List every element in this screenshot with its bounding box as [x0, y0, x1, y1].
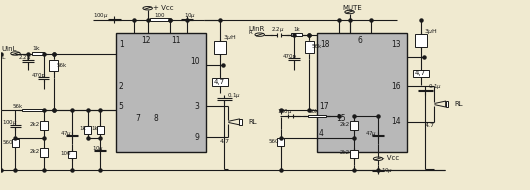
- Text: 47$\mu$: 47$\mu$: [60, 129, 72, 138]
- Text: 100: 100: [154, 13, 164, 18]
- Bar: [212, 78, 228, 86]
- Text: 47$\mu$: 47$\mu$: [366, 129, 378, 138]
- Bar: [40, 121, 48, 130]
- Text: 1: 1: [119, 40, 124, 49]
- Text: 0.1$\mu$: 0.1$\mu$: [227, 90, 241, 100]
- Text: 4,7: 4,7: [214, 79, 225, 85]
- Text: 15: 15: [337, 114, 346, 123]
- Text: 10$\mu$: 10$\mu$: [92, 144, 104, 153]
- Text: 1k: 1k: [92, 126, 99, 131]
- Text: 2.2$\mu$: 2.2$\mu$: [271, 25, 285, 34]
- Text: 2k2: 2k2: [340, 150, 350, 155]
- Text: 2k2: 2k2: [30, 149, 40, 154]
- Text: 6: 6: [357, 36, 362, 45]
- Text: RL: RL: [248, 119, 257, 125]
- Bar: [305, 41, 314, 53]
- Text: 10: 10: [190, 57, 200, 66]
- Text: 100$\mu$: 100$\mu$: [2, 118, 17, 127]
- Text: 56k: 56k: [308, 109, 319, 115]
- Text: 2.2$\mu$: 2.2$\mu$: [18, 53, 32, 62]
- Text: R: R: [248, 30, 252, 35]
- Text: 1k: 1k: [79, 126, 86, 131]
- Text: 1k: 1k: [32, 46, 40, 51]
- Text: 100$\mu$: 100$\mu$: [93, 11, 109, 20]
- Text: UinL: UinL: [2, 46, 17, 52]
- Text: 11: 11: [172, 36, 181, 45]
- Bar: [350, 121, 358, 130]
- Text: 3$\mu$H: 3$\mu$H: [423, 27, 438, 36]
- Bar: [413, 70, 429, 77]
- Text: 13: 13: [391, 40, 401, 49]
- Text: 16: 16: [391, 82, 401, 91]
- Bar: [350, 150, 358, 158]
- Bar: [96, 126, 103, 134]
- Text: 56k: 56k: [12, 104, 23, 109]
- Bar: [415, 34, 427, 47]
- Text: 4.7: 4.7: [220, 139, 230, 144]
- Text: 56k: 56k: [56, 63, 66, 68]
- Text: 18: 18: [320, 40, 330, 49]
- Bar: [116, 33, 206, 152]
- Text: 10$\mu$: 10$\mu$: [381, 166, 394, 175]
- Text: L: L: [2, 55, 5, 60]
- Bar: [292, 33, 302, 36]
- Text: RL: RL: [454, 101, 463, 107]
- Bar: [214, 41, 226, 55]
- Text: 2k2: 2k2: [340, 122, 350, 127]
- Text: 3$\mu$H: 3$\mu$H: [223, 33, 237, 42]
- Text: + Vcc: + Vcc: [153, 5, 173, 11]
- Bar: [32, 52, 43, 55]
- Text: 12: 12: [141, 36, 151, 45]
- Text: 8: 8: [154, 114, 158, 123]
- Text: 2: 2: [118, 82, 123, 91]
- Text: 560: 560: [269, 139, 279, 144]
- Text: - Vcc: - Vcc: [382, 155, 400, 161]
- Bar: [22, 109, 43, 111]
- Bar: [68, 151, 76, 158]
- Bar: [40, 148, 48, 157]
- Bar: [49, 60, 58, 71]
- Text: 4.7: 4.7: [425, 123, 435, 128]
- Text: 4,7: 4,7: [414, 70, 426, 77]
- Bar: [84, 126, 91, 134]
- Bar: [317, 33, 407, 152]
- Text: 14: 14: [391, 117, 401, 126]
- Bar: [150, 18, 169, 21]
- Text: 470p: 470p: [31, 73, 46, 78]
- Text: 1k: 1k: [293, 27, 300, 32]
- Bar: [307, 115, 326, 117]
- Text: 470p: 470p: [282, 54, 296, 59]
- Text: 17: 17: [319, 102, 329, 111]
- Text: 0.1$\mu$: 0.1$\mu$: [428, 82, 442, 91]
- Text: 7: 7: [136, 114, 140, 123]
- Text: 4: 4: [319, 129, 324, 138]
- Text: 2k2: 2k2: [30, 122, 40, 127]
- Text: 56k: 56k: [312, 44, 322, 49]
- Bar: [240, 119, 242, 125]
- Text: 100: 100: [60, 151, 70, 156]
- Bar: [446, 101, 448, 107]
- Text: UinR: UinR: [248, 26, 264, 32]
- Text: 100$\mu$: 100$\mu$: [277, 108, 293, 116]
- Text: 560: 560: [2, 140, 13, 145]
- Text: 9: 9: [194, 133, 199, 142]
- Text: 5: 5: [118, 102, 123, 111]
- Bar: [12, 139, 19, 147]
- Text: 10$\mu$: 10$\mu$: [183, 11, 196, 20]
- Text: 3: 3: [194, 102, 199, 111]
- Bar: [277, 138, 284, 146]
- Text: MUTE: MUTE: [342, 5, 362, 11]
